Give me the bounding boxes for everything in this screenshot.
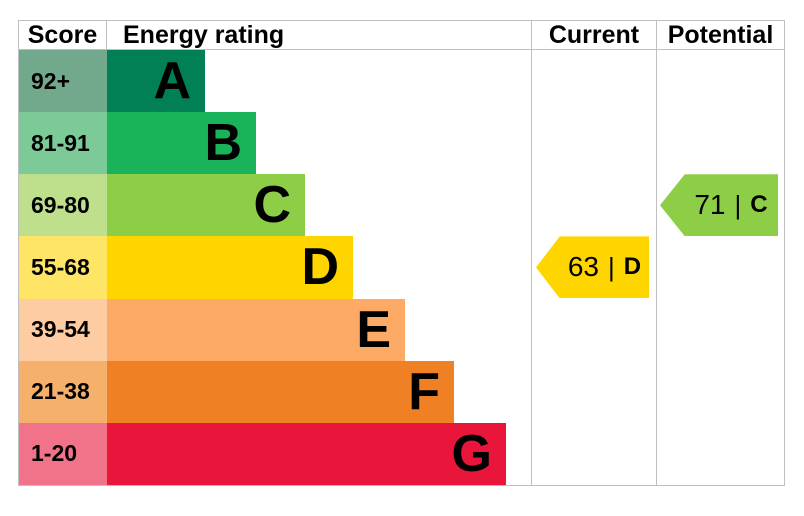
rating-bar-b: B: [107, 112, 256, 175]
current-column-divider: [531, 21, 532, 485]
potential-separator: |: [734, 189, 742, 220]
band-row-f: 21-38 F: [19, 360, 784, 423]
rating-bar-g: G: [107, 422, 506, 485]
rating-bands: 92+ A 81-91 B 69-80 C 55-68 D 39-54 E 21…: [19, 50, 784, 485]
current-value: 63: [567, 251, 600, 283]
score-cell: 69-80: [19, 174, 107, 237]
potential-column-divider: [656, 21, 657, 485]
header-potential: Potential: [656, 21, 784, 50]
epc-rating-table: Score Energy rating Current Potential 92…: [18, 20, 785, 486]
score-cell: 92+: [19, 50, 107, 113]
rating-bar-e: E: [107, 298, 405, 361]
score-cell: 21-38: [19, 360, 107, 423]
current-separator: |: [608, 251, 615, 282]
current-band-letter: D: [623, 253, 642, 281]
band-row-g: 1-20 G: [19, 422, 784, 485]
score-cell: 39-54: [19, 298, 107, 361]
band-row-a: 92+ A: [19, 50, 784, 113]
header-current: Current: [531, 21, 656, 50]
table-header: Score Energy rating Current Potential: [19, 21, 784, 50]
potential-band-letter: C: [750, 191, 768, 219]
score-cell: 55-68: [19, 236, 107, 299]
header-score: Score: [19, 21, 107, 50]
rating-bar-a: A: [107, 50, 205, 113]
current-marker: 63 | D: [536, 236, 649, 299]
potential-value: 71: [694, 189, 726, 221]
band-row-b: 81-91 B: [19, 112, 784, 175]
potential-marker: 71 | C: [660, 174, 778, 237]
rating-bar-c: C: [107, 174, 305, 237]
band-row-c: 69-80 C: [19, 174, 784, 237]
header-energy-rating: Energy rating: [123, 21, 285, 49]
band-row-e: 39-54 E: [19, 298, 784, 361]
rating-bar-d: D: [107, 236, 353, 299]
band-row-d: 55-68 D: [19, 236, 784, 299]
score-cell: 81-91: [19, 112, 107, 175]
score-cell: 1-20: [19, 422, 107, 485]
rating-bar-f: F: [107, 360, 454, 423]
